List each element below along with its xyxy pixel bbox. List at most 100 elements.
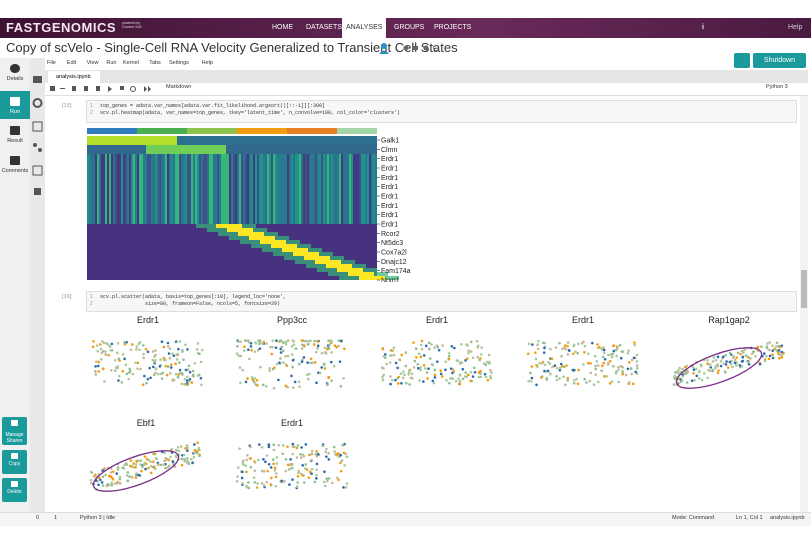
scatter-dot	[248, 357, 251, 361]
scatter-dot	[595, 360, 599, 363]
scatter-dot	[286, 339, 290, 342]
scatter-dot	[95, 344, 99, 347]
sidebar-icon[interactable]	[10, 64, 20, 73]
menu-item[interactable]: Edit	[66, 60, 77, 66]
scatter-dot	[744, 354, 748, 357]
scatter-dot	[307, 476, 311, 479]
code-cell[interactable]	[86, 291, 797, 312]
notebook-tab[interactable]: analysis.ipynb	[48, 71, 100, 83]
menu-item[interactable]: Settings	[169, 60, 189, 66]
cluster-color-bar	[222, 128, 227, 134]
menu-item[interactable]: Tabs	[149, 60, 161, 66]
scatter-dot	[168, 356, 172, 360]
scatter-dot	[724, 370, 727, 374]
scatter-dot	[117, 379, 120, 382]
heatmap-stripe	[95, 154, 97, 224]
scatter-dot	[617, 365, 620, 369]
scatter-dot	[469, 350, 473, 353]
nav-item[interactable]: HOME	[272, 24, 293, 31]
nav-item[interactable]: GROUPS	[394, 24, 425, 31]
scatter-dot	[120, 381, 124, 384]
scatter-dot	[244, 380, 248, 384]
scatter-dot	[600, 347, 604, 351]
sidebar-item[interactable]: Run	[9, 109, 21, 115]
scatter-dot	[633, 343, 637, 347]
scatter-dot	[553, 364, 557, 367]
help-link[interactable]: Help	[788, 24, 803, 31]
scatter-dot	[247, 486, 251, 490]
menu-item[interactable]: Help	[201, 60, 213, 66]
scatter-dot	[181, 348, 184, 352]
scatter-dot	[762, 352, 766, 355]
menu-item[interactable]: Kernel	[123, 60, 139, 66]
scatter-dot	[135, 347, 138, 351]
nav-item[interactable]: PROJECTS	[434, 24, 472, 31]
menu-item[interactable]: File	[47, 60, 56, 66]
scatter-dot	[534, 357, 538, 361]
scatter-dot	[123, 357, 126, 361]
sidebar-icon[interactable]	[10, 156, 20, 165]
expand-button[interactable]	[734, 53, 750, 68]
scatter-dot	[339, 453, 342, 457]
code-cell[interactable]	[86, 100, 797, 123]
sidebar-icon[interactable]	[10, 126, 20, 135]
scatter-dot	[487, 353, 491, 357]
sidebar-item[interactable]: Comments	[1, 168, 29, 174]
scatter-dot	[741, 355, 745, 359]
scrollbar-thumb[interactable]	[801, 270, 807, 308]
scatter-dot	[768, 354, 772, 358]
action-label[interactable]: Manage Shares	[5, 432, 24, 444]
scatter-dot	[304, 463, 308, 466]
cluster-color-bar	[262, 128, 267, 134]
heatmap-stripe	[179, 154, 181, 224]
heatmap-stripe	[191, 154, 193, 224]
scatter-dot	[246, 377, 249, 380]
scatter-dot	[123, 342, 127, 346]
cell-type-select[interactable]: Markdown	[166, 84, 192, 90]
scatter-dot	[389, 375, 392, 378]
scatter-dot	[325, 477, 329, 480]
scatter-dot	[457, 377, 460, 380]
action-label[interactable]: Copy	[8, 461, 21, 467]
scatter-dot	[447, 354, 451, 358]
scatter-dot	[178, 361, 181, 364]
scatter-dot	[476, 355, 479, 359]
scatter-dot	[607, 361, 610, 365]
scatter-dot	[266, 469, 269, 473]
scatter-dot	[267, 445, 271, 449]
cluster-color-bar	[322, 128, 327, 134]
scatter-dot	[626, 367, 630, 371]
menu-item[interactable]: Run	[106, 60, 117, 66]
scatter-dot	[249, 457, 252, 460]
scatter-dot	[92, 339, 95, 343]
scatter-dot	[583, 350, 586, 354]
nav-item[interactable]: DATASETS	[306, 24, 342, 31]
scatter-dot	[198, 352, 201, 356]
sidebar-item[interactable]: Result	[7, 138, 23, 144]
scatter-dot	[244, 464, 248, 467]
nav-item[interactable]: ANALYSES	[342, 18, 387, 38]
scatter-dot	[572, 381, 576, 385]
heatmap-stripe	[271, 154, 273, 224]
info-icon[interactable]: i	[702, 24, 704, 31]
heatmap-stripe	[373, 154, 375, 224]
scatter-dot	[116, 342, 120, 345]
scatter-dot	[158, 365, 162, 368]
scatter-dot	[716, 363, 719, 366]
action-label[interactable]: Delete	[7, 489, 22, 495]
scatter-dot	[118, 359, 121, 362]
scatter-dot	[172, 378, 176, 382]
scatter-dot	[105, 484, 109, 488]
brand[interactable]: FASTGENOMICS	[6, 20, 117, 35]
scatter-dot	[274, 346, 278, 350]
scatter-dot	[717, 369, 720, 372]
scatter-dot	[635, 367, 639, 370]
scatter-dot	[249, 345, 253, 348]
sidebar-item[interactable]: Details	[6, 76, 24, 82]
heatmap-stripe	[167, 154, 169, 224]
scatter-dot	[732, 355, 736, 358]
shutdown-button[interactable]: Shutdown	[753, 53, 806, 68]
scatter-dot	[490, 371, 493, 374]
menu-item[interactable]: View	[86, 60, 99, 66]
sidebar-icon[interactable]	[10, 97, 20, 106]
